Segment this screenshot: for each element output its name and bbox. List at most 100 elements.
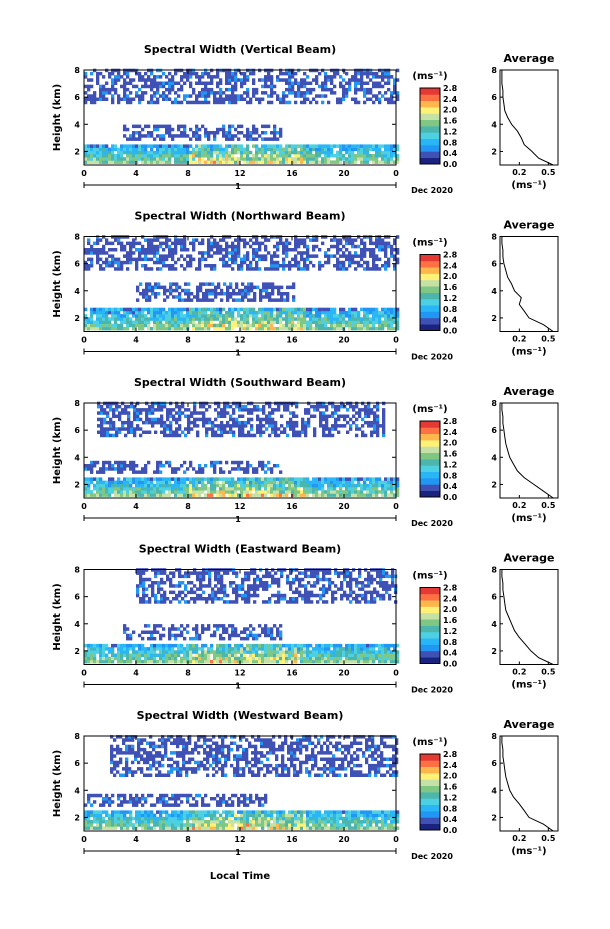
heatmap-cell (135, 257, 139, 262)
heatmap-cell (234, 157, 238, 161)
heatmap-cell (135, 150, 139, 155)
heatmap-cell (285, 147, 289, 152)
heatmap-cell (192, 150, 196, 155)
heatmap-cell (372, 157, 376, 161)
heatmap-cell (315, 78, 319, 82)
heatmap-cell (117, 464, 121, 468)
heatmap-cell (267, 160, 271, 164)
heatmap-cell (195, 470, 199, 474)
heatmap-cell (246, 493, 250, 497)
colorbar-unit: (ms⁻¹) (412, 238, 447, 249)
heatmap-cell (360, 81, 364, 85)
heatmap-cell (345, 320, 349, 324)
heatmap-cell (111, 317, 115, 321)
heatmap-cell (156, 91, 160, 95)
y-axis-label: Height (km) (52, 250, 63, 317)
heatmap-cell (219, 94, 223, 98)
heatmap-cell (312, 480, 316, 485)
heatmap-cell (90, 460, 94, 465)
heatmap-cell (285, 659, 289, 664)
heatmap-cell (267, 656, 271, 661)
heatmap-cell (231, 150, 235, 155)
heatmap-cell (279, 264, 283, 268)
heatmap-cell (129, 78, 133, 82)
heatmap-cell (87, 150, 91, 155)
heatmap-cell (192, 647, 196, 651)
heatmap-cell (295, 424, 299, 428)
heatmap-cell (114, 493, 118, 497)
heatmap-cell (237, 131, 241, 135)
heatmap-cell (144, 477, 148, 481)
heatmap-cell (162, 248, 166, 252)
heatmap-cell (225, 75, 229, 79)
heatmap-cell (111, 260, 115, 265)
heatmap-cell (351, 144, 355, 148)
colorbar-swatch (420, 132, 440, 139)
heatmap-cell (144, 647, 148, 651)
heatmap-cell (348, 320, 352, 324)
heatmap-cell (381, 248, 385, 252)
heatmap-cell (204, 87, 208, 92)
heatmap-cell (234, 483, 238, 488)
heatmap-cell (334, 408, 338, 412)
heatmap-cell (213, 238, 217, 242)
heatmap-cell (120, 264, 124, 268)
heatmap-cell (126, 127, 130, 132)
heatmap-cell (187, 430, 191, 434)
heatmap-cell (174, 144, 178, 148)
heatmap-cell (87, 656, 91, 661)
heatmap-cell (87, 157, 91, 161)
heatmap-cell (228, 257, 232, 262)
heatmap-cell (117, 307, 121, 312)
heatmap-cell (264, 317, 268, 321)
heatmap-cell (343, 404, 347, 409)
heatmap-cell (99, 656, 103, 661)
heatmap-cell (153, 75, 157, 79)
heatmap-cell (231, 493, 235, 497)
heatmap-cell (144, 320, 148, 324)
heatmap-cell (226, 411, 230, 415)
y-axis-label: Height (km) (52, 84, 63, 151)
heatmap-cell (276, 490, 280, 494)
heatmap-cell (165, 647, 169, 651)
heatmap-cell (340, 414, 344, 418)
heatmap-cell (220, 420, 224, 425)
heatmap-cell (177, 94, 181, 98)
heatmap-cell (156, 647, 160, 651)
heatmap-cell (162, 84, 166, 89)
heatmap-cell (393, 314, 397, 318)
heatmap-cell (102, 483, 106, 488)
heatmap-cell (288, 310, 292, 315)
heatmap-cell (141, 314, 145, 318)
heatmap-cell (141, 310, 145, 315)
heatmap-cell (234, 244, 238, 249)
heatmap-cell (154, 292, 158, 296)
heatmap-cell (114, 267, 118, 271)
heatmap-cell (312, 254, 316, 258)
heatmap-cell (357, 81, 361, 85)
heatmap-cell (252, 470, 256, 474)
heatmap-cell (342, 154, 346, 158)
heatmap-cell (384, 260, 388, 265)
heatmap-cell (168, 464, 172, 468)
heatmap-cell (84, 71, 88, 76)
heatmap-cell (162, 124, 166, 129)
heatmap-cell (279, 470, 283, 474)
heatmap-cell (187, 420, 191, 425)
colorbar-tick-label: 2.0 (443, 439, 458, 448)
heatmap-cell (148, 411, 152, 415)
heatmap-cell (390, 493, 394, 497)
heatmap-cell (234, 480, 238, 485)
heatmap-cell (333, 264, 337, 268)
heatmap-cell (342, 653, 346, 657)
heatmap-cell (84, 326, 88, 331)
heatmap-cell (129, 154, 133, 158)
heatmap-cell (375, 650, 379, 654)
heatmap-cell (135, 154, 139, 158)
heatmap-cell (262, 285, 266, 290)
heatmap-cell (255, 493, 259, 497)
heatmap-cell (256, 427, 260, 431)
heatmap-cell (99, 314, 103, 318)
heatmap-cell (138, 100, 142, 105)
heatmap-cell (141, 317, 145, 321)
